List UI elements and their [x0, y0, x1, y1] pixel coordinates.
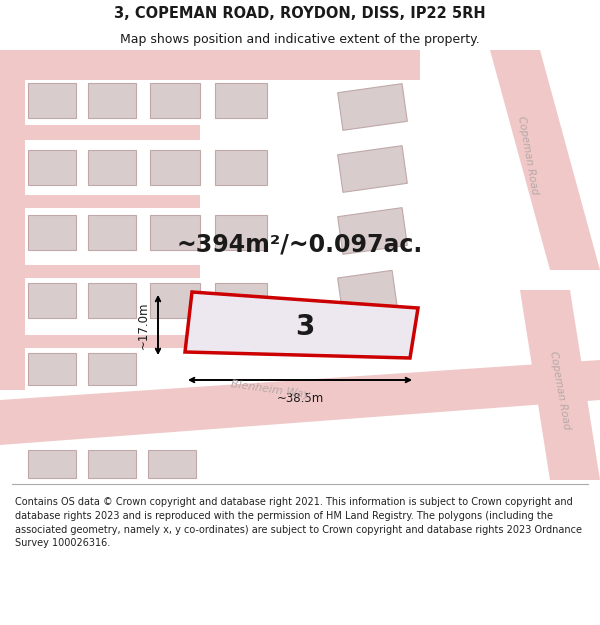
Polygon shape [185, 292, 418, 358]
Bar [28, 353, 76, 385]
Bar [88, 150, 136, 185]
Text: Map shows position and indicative extent of the property.: Map shows position and indicative extent… [120, 32, 480, 46]
Polygon shape [0, 360, 600, 445]
Polygon shape [0, 50, 420, 80]
Bar [88, 283, 136, 318]
Polygon shape [25, 265, 200, 278]
Bar [215, 215, 267, 250]
Polygon shape [25, 335, 200, 348]
Bar [150, 83, 200, 118]
Bar [338, 208, 407, 254]
Bar [215, 150, 267, 185]
Polygon shape [25, 125, 200, 140]
Bar [338, 271, 397, 316]
Bar [28, 283, 76, 318]
Polygon shape [0, 50, 25, 390]
Text: Blenheim Way: Blenheim Way [230, 379, 310, 401]
Text: ~17.0m: ~17.0m [137, 301, 150, 349]
Text: 3, COPEMAN ROAD, ROYDON, DISS, IP22 5RH: 3, COPEMAN ROAD, ROYDON, DISS, IP22 5RH [114, 6, 486, 21]
Text: Copeman Road: Copeman Road [548, 350, 572, 430]
Bar [150, 283, 200, 318]
Polygon shape [490, 50, 600, 270]
Text: 3: 3 [295, 313, 314, 341]
Bar [338, 146, 407, 192]
Bar [215, 283, 267, 318]
Bar [28, 150, 76, 185]
Bar [28, 83, 76, 118]
Bar [88, 353, 136, 385]
Bar [215, 83, 267, 118]
Bar [338, 84, 407, 131]
Polygon shape [0, 50, 420, 80]
Polygon shape [25, 195, 200, 208]
Text: ~394m²/~0.097ac.: ~394m²/~0.097ac. [177, 233, 423, 257]
Bar [148, 450, 196, 478]
Bar [150, 150, 200, 185]
Bar [28, 450, 76, 478]
Bar [150, 215, 200, 250]
Bar [88, 83, 136, 118]
Text: Copeman Road: Copeman Road [516, 115, 540, 195]
Polygon shape [520, 290, 600, 480]
Text: Contains OS data © Crown copyright and database right 2021. This information is : Contains OS data © Crown copyright and d… [15, 498, 582, 548]
Bar [88, 215, 136, 250]
Bar [88, 450, 136, 478]
Bar [28, 215, 76, 250]
Text: ~38.5m: ~38.5m [277, 392, 323, 405]
